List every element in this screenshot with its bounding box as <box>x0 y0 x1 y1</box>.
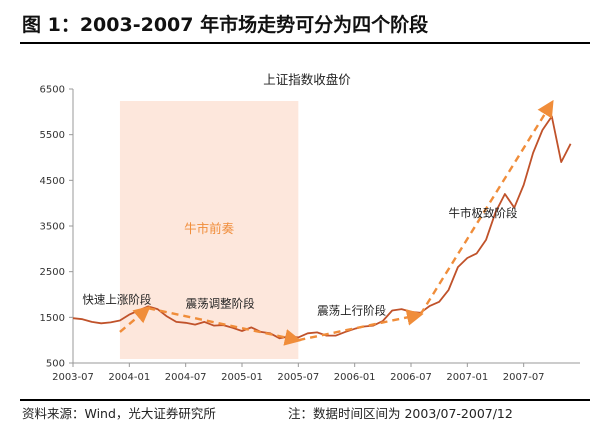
stage-annotation: 快速上涨阶段 <box>82 293 151 307</box>
source-note: 资料来源：Wind，光大证券研究所 <box>22 406 216 421</box>
x-tick-label: 2005-01 <box>221 372 263 383</box>
x-tick-label: 2004-07 <box>165 372 207 383</box>
x-tick-label: 2004-01 <box>108 372 150 383</box>
stage-annotation: 震荡调整阶段 <box>186 296 255 310</box>
x-tick-label: 2006-07 <box>390 372 432 383</box>
y-tick-label: 4500 <box>40 176 65 187</box>
y-tick-label: 500 <box>46 359 65 370</box>
x-tick-label: 2005-07 <box>277 372 319 383</box>
title-rule <box>20 42 590 44</box>
footer-rule <box>20 399 590 401</box>
trend-arrow <box>298 309 424 342</box>
trend-arrow <box>119 306 151 333</box>
x-tick-label: 2007-07 <box>503 372 545 383</box>
date-range-note: 注：数据时间区间为 2003/07-2007/12 <box>288 406 513 421</box>
x-tick-label: 2003-07 <box>52 372 94 383</box>
y-tick-label: 6500 <box>40 85 65 96</box>
chart-title: 上证指数收盘价 <box>263 72 351 87</box>
figure-title: 图 1：2003-2007 年市场走势可分为四个阶段 <box>22 14 429 36</box>
trend-arrow <box>419 99 554 316</box>
stage-annotation: 牛市极致阶段 <box>449 206 518 220</box>
x-tick-label: 2007-01 <box>446 372 488 383</box>
trend-arrow <box>147 307 302 346</box>
y-tick-label: 5500 <box>40 130 65 141</box>
y-tick-label: 3500 <box>40 222 65 233</box>
stage-band-label: 牛市前奏 <box>184 221 235 236</box>
x-tick-label: 2006-01 <box>334 372 376 383</box>
y-tick-label: 2500 <box>40 267 65 278</box>
index-line <box>72 115 572 340</box>
stage-annotation: 震荡上行阶段 <box>317 304 386 318</box>
y-tick-label: 1500 <box>40 313 65 324</box>
